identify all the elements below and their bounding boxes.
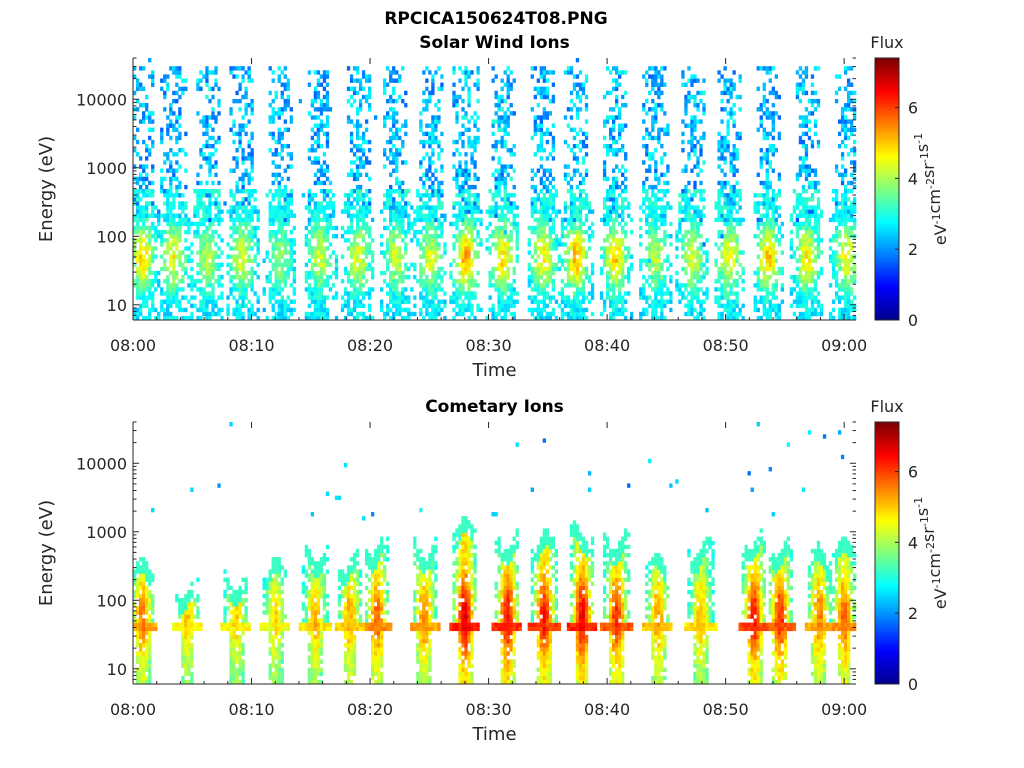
x-tick-label: 08:10 [228,336,274,355]
colorbar-tick-label: 0 [908,675,918,694]
x-tick-label: 09:00 [821,336,867,355]
x-tick-label: 08:10 [228,700,274,719]
colorbar-tick-label: 6 [908,463,918,482]
spectrogram-solar [133,58,857,321]
colorbar-tick-label: 2 [908,240,918,259]
y-tick-label: 1000 [86,523,127,542]
x-axis-label: Time [471,724,516,745]
x-tick-label: 08:50 [703,700,749,719]
y-tick-label: 10000 [76,90,127,109]
colorbar-tick-label: 4 [908,533,918,552]
y-tick-label: 10 [107,296,127,315]
x-tick-label: 08:30 [466,336,512,355]
spectrogram-cometary [133,422,857,685]
x-tick-label: 08:00 [110,336,156,355]
chart-title: Solar Wind Ions [419,33,570,53]
y-axis-label: Energy (eV) [36,500,57,606]
colorbar-title: Flux [870,397,903,416]
x-tick-label: 09:00 [821,700,867,719]
page-title: RPCICA150624T08.PNG [384,9,607,29]
y-axis-label: Energy (eV) [36,136,57,242]
colorbar-frame [874,421,900,685]
y-tick-label: 1000 [86,159,127,178]
x-tick-label: 08:00 [110,700,156,719]
chart-cometary: 10 100 1000 10000 08:00 08:10 08:20 08:30 08:40 0… [36,397,950,745]
x-tick-label: 08:30 [466,700,512,719]
y-tick-label: 100 [96,227,127,246]
colorbar-frame [874,57,900,321]
x-axis-label: Time [471,360,516,381]
y-tick-label: 10 [107,660,127,679]
chart-title: Cometary Ions [425,397,564,417]
y-tick-label: 10000 [76,454,127,473]
colorbar-tick-label: 4 [908,169,918,188]
x-tick-label: 08:20 [347,336,393,355]
colorbar: 0 2 4 6 Flux eV-1cm-2sr-1s-1 [870,33,950,330]
colorbar-title: Flux [870,33,903,52]
colorbar-tick-label: 6 [908,99,918,118]
x-tick-label: 08:50 [703,336,749,355]
x-tick-label: 08:40 [584,700,630,719]
colorbar: 0 2 4 6 Flux eV-1cm-2sr-1s-1 [870,397,950,694]
y-tick-label: 100 [96,591,127,610]
colorbar-label: eV-1cm-2sr-1s-1 [912,497,950,609]
colorbar-tick-label: 0 [908,311,918,330]
chart-solar: 10 100 1000 10000 08:00 08:10 08:20 08:30 08:40 0… [36,33,950,381]
colorbar-label: eV-1cm-2sr-1s-1 [912,133,950,245]
x-tick-label: 08:40 [584,336,630,355]
colorbar-tick-label: 2 [908,604,918,623]
x-tick-label: 08:20 [347,700,393,719]
